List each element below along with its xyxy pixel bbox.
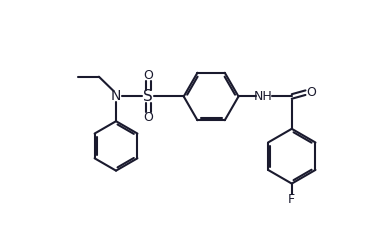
Text: F: F: [288, 193, 295, 206]
Text: N: N: [111, 89, 121, 103]
Text: O: O: [144, 69, 153, 82]
Text: S: S: [144, 89, 153, 104]
Text: NH: NH: [254, 90, 273, 103]
Text: O: O: [144, 111, 153, 124]
Text: O: O: [306, 86, 316, 99]
